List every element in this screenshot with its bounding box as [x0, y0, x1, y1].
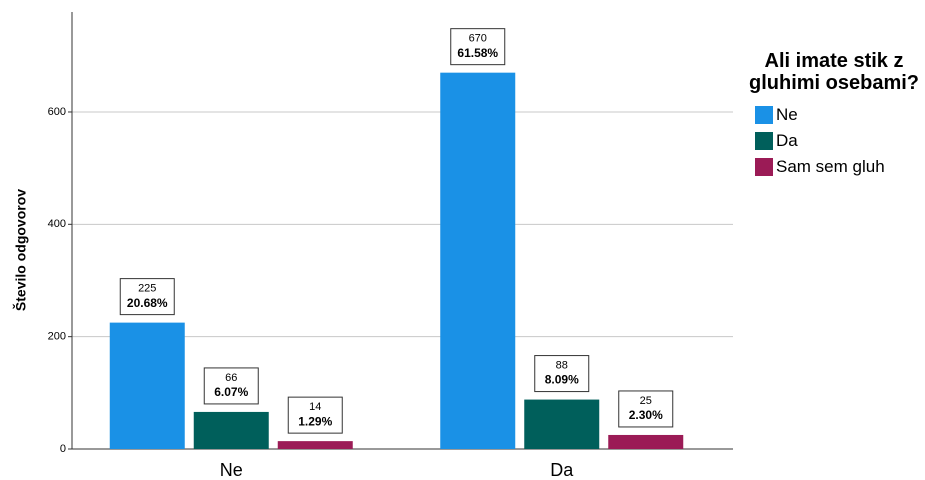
data-label-percent: 6.07% [214, 385, 248, 399]
bar [440, 72, 516, 449]
data-label-box [119, 278, 175, 316]
data-label-percent: 61.58% [457, 46, 498, 60]
data-label-percent: 8.09% [545, 373, 579, 387]
y-tick-label: 200 [48, 331, 66, 343]
legend-label: Sam sem gluh [776, 157, 885, 176]
data-label: 14 [309, 401, 321, 413]
bar [277, 441, 353, 449]
legend-item: Da [755, 128, 923, 154]
legend-item: Ne [755, 102, 923, 128]
legend-label: Da [776, 131, 798, 150]
data-label-box [618, 390, 674, 428]
bar [109, 322, 185, 449]
data-label-percent: 20.68% [127, 296, 168, 310]
data-label: 25 [640, 395, 652, 407]
data-label-box [450, 28, 506, 66]
legend-swatch [755, 158, 773, 176]
x-tick-label: Ne [220, 460, 243, 480]
data-label-percent: 2.30% [629, 408, 663, 422]
bar [193, 411, 269, 449]
data-label: 225 [138, 283, 156, 295]
legend-title: Ali imate stik z gluhimi osebami? [748, 50, 920, 94]
y-tick-label: 600 [48, 106, 66, 118]
legend-label: Ne [776, 105, 798, 124]
legend-item: Sam sem gluh [755, 154, 923, 180]
data-label-box [534, 355, 590, 393]
data-label-percent: 1.29% [298, 414, 332, 428]
data-label: 670 [469, 33, 487, 45]
y-tick-label: 0 [60, 443, 66, 455]
data-label: 66 [225, 372, 237, 384]
legend-swatch [755, 132, 773, 150]
y-tick-label: 400 [48, 218, 66, 230]
x-tick-label: Da [550, 460, 574, 480]
data-label-box [203, 367, 259, 405]
y-axis-label: Število odgovorov [12, 189, 29, 311]
legend-swatch [755, 106, 773, 124]
bar [608, 434, 684, 449]
data-label: 88 [556, 359, 568, 371]
legend: Ali imate stik z gluhimi osebami? Ne Da Sa… [745, 50, 923, 180]
data-label-box [287, 396, 343, 434]
bar [524, 399, 600, 449]
